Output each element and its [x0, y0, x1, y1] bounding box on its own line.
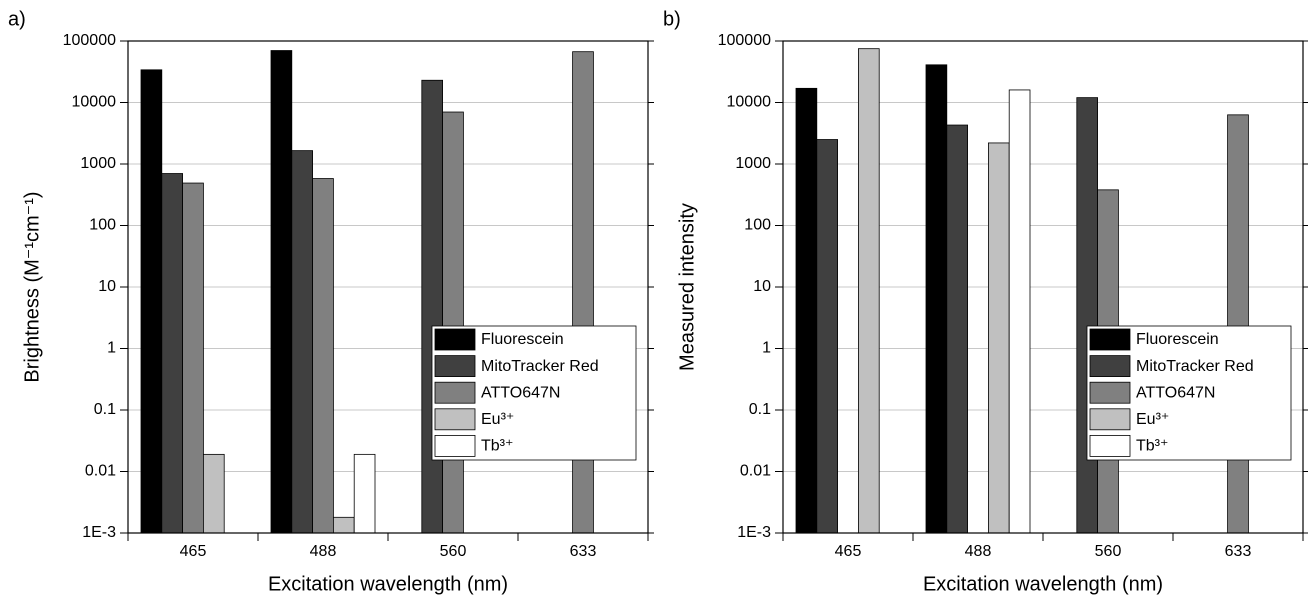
legend-swatch: [1089, 355, 1131, 378]
legend-swatch: [1089, 434, 1131, 457]
bar: [332, 516, 355, 534]
x-tick-label: 560: [440, 543, 467, 560]
y-tick-label: 1E-3: [737, 524, 771, 541]
plot-frame: [127, 40, 649, 534]
x-tick-label: 465: [180, 543, 207, 560]
legend-swatch: [434, 328, 476, 351]
legend-swatch: [434, 355, 476, 378]
y-tick-label: 0.01: [85, 463, 116, 480]
bar: [140, 69, 163, 534]
y-tick-label: 0.1: [94, 401, 116, 418]
bar: [795, 87, 818, 534]
legend-swatch: [434, 434, 476, 457]
y-tick-label: 100: [89, 217, 116, 234]
y-tick-label: 100: [744, 217, 771, 234]
y-tick-label: 1E-3: [82, 524, 116, 541]
legend-label: ATTO647N: [481, 384, 560, 401]
y-tick-label: 10: [753, 278, 771, 295]
y-tick-label: 10: [98, 278, 116, 295]
x-tick-label: 465: [835, 543, 862, 560]
x-tick-label: 488: [310, 543, 337, 560]
legend-label: ATTO647N: [1136, 384, 1215, 401]
legend-swatch: [1089, 381, 1131, 404]
x-tick-label: 633: [1225, 543, 1252, 560]
bar: [946, 124, 968, 534]
legend-swatch: [434, 408, 476, 431]
bar: [858, 48, 880, 534]
y-tick-label: 0.01: [740, 463, 771, 480]
legend-label: Eu³⁺: [481, 411, 514, 428]
legend-swatch: [434, 381, 476, 404]
bar: [182, 182, 204, 534]
bar: [442, 111, 464, 534]
legend-label: Tb³⁺: [481, 438, 513, 455]
x-tick-label: 633: [570, 543, 597, 560]
plot-frame: [782, 40, 1304, 534]
bar: [312, 178, 334, 534]
legend-label: Eu³⁺: [1136, 411, 1169, 428]
bar: [988, 142, 1010, 534]
y-axis-title: Measured intensity: [676, 203, 698, 371]
y-tick-label: 0.1: [749, 401, 771, 418]
x-tick-label: 488: [965, 543, 992, 560]
bar: [421, 79, 443, 534]
legend-label: Tb³⁺: [1136, 438, 1168, 455]
bar: [161, 173, 184, 534]
bar: [1076, 97, 1099, 534]
legend-swatch: [1089, 408, 1131, 431]
x-tick-label: 560: [1095, 543, 1122, 560]
x-axis-title: Excitation wavelength (nm): [268, 573, 508, 595]
y-tick-label: 1000: [80, 155, 116, 172]
legend-label: MitoTracker Red: [1136, 358, 1254, 375]
legend-label: Fluorescein: [481, 331, 564, 348]
legend-label: Fluorescein: [1136, 331, 1219, 348]
legend-swatch: [1089, 328, 1131, 351]
y-axis-title: Brightness (M⁻¹cm⁻¹): [21, 191, 43, 382]
legend-label: MitoTracker Red: [481, 358, 599, 375]
bar: [353, 453, 376, 534]
bar: [202, 453, 225, 534]
panel-label: a): [8, 8, 26, 30]
bar: [270, 50, 293, 534]
bar: [816, 139, 838, 534]
y-tick-label: 100000: [718, 32, 771, 49]
bar: [1227, 114, 1249, 534]
y-tick-label: 100000: [63, 32, 116, 49]
panel-label: b): [663, 8, 681, 30]
y-tick-label: 1: [107, 340, 116, 357]
bar: [1008, 89, 1031, 534]
bar: [291, 150, 313, 534]
y-tick-label: 10000: [727, 94, 772, 111]
y-tick-label: 1: [762, 340, 771, 357]
bar: [925, 64, 948, 534]
x-axis-title: Excitation wavelength (nm): [923, 573, 1163, 595]
bar: [572, 51, 594, 534]
y-tick-label: 1000: [735, 155, 771, 172]
y-tick-label: 10000: [72, 94, 117, 111]
